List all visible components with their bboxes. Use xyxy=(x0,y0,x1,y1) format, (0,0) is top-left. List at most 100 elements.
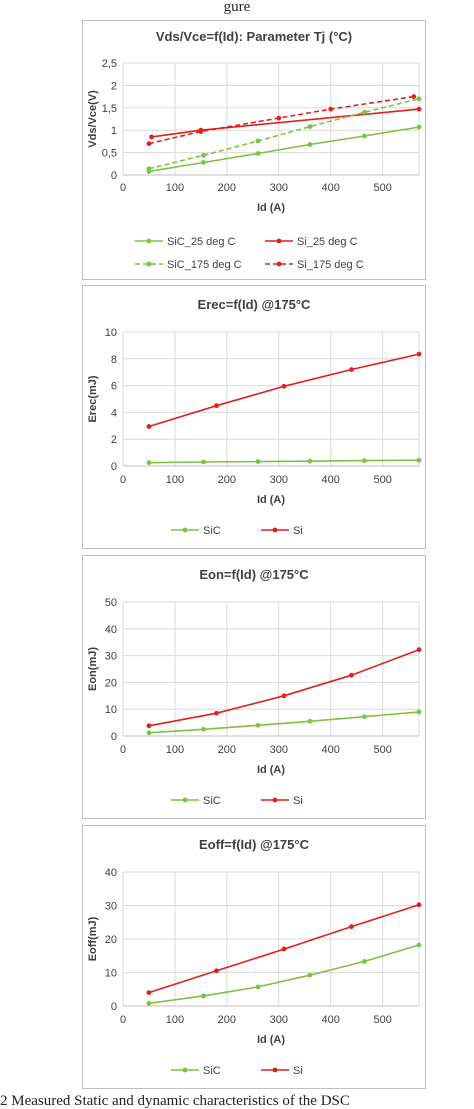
y-tick-label: 1,5 xyxy=(102,103,117,115)
data-point xyxy=(281,383,287,389)
data-point xyxy=(349,367,354,372)
x-tick-label: 200 xyxy=(218,744,236,756)
y-tick-label: 0,5 xyxy=(102,148,117,160)
data-point xyxy=(416,709,422,715)
chart-panel-eon: Eon=f(Id) @175°C 0 10 20 30 40 50 0 100 200 300 400… xyxy=(82,555,426,819)
figure-caption: 2 Measured Static and dynamic characteri… xyxy=(0,1093,350,1109)
y-tick-label: 30 xyxy=(105,901,117,913)
data-point xyxy=(281,946,287,952)
data-point xyxy=(149,134,154,140)
data-point xyxy=(255,984,261,990)
y-tick-label: 10 xyxy=(105,327,117,339)
data-point xyxy=(146,460,152,466)
y-tick-label: 10 xyxy=(105,704,117,716)
data-point xyxy=(276,115,282,121)
data-point xyxy=(201,160,206,165)
x-tick-label: 500 xyxy=(373,182,391,194)
y-tick-label: 10 xyxy=(105,968,117,980)
data-point xyxy=(362,133,367,139)
legend-marker xyxy=(276,238,282,244)
x-tick-label: 200 xyxy=(218,1014,236,1026)
x-axis-label: Id (A) xyxy=(257,764,285,776)
data-point xyxy=(349,924,354,930)
chart-panel-eoff: Eoff=f(Id) @175°C 0 10 20 30 40 0 100 200 300 400 5… xyxy=(82,825,426,1089)
data-point xyxy=(416,647,422,653)
legend-label: Si xyxy=(293,525,303,537)
data-point xyxy=(146,723,152,729)
x-axis-label: Id (A) xyxy=(257,1034,285,1046)
data-point xyxy=(416,942,422,948)
series-line xyxy=(148,648,420,727)
data-point xyxy=(198,129,204,134)
chart-title: Eoff=f(Id) @175°C xyxy=(199,837,310,852)
data-point xyxy=(201,993,206,999)
x-tick-label: 500 xyxy=(373,744,391,756)
data-point xyxy=(307,458,313,464)
chart-panel-vds: Vds/Vce=f(Id): Parameter Tj (°C) 0 0,5 1 1,5… xyxy=(82,20,426,280)
data-point xyxy=(362,458,367,464)
legend-label: SiC xyxy=(203,1065,221,1077)
x-tick-label: 300 xyxy=(270,182,288,194)
data-point xyxy=(416,902,422,908)
data-point xyxy=(146,166,152,172)
data-point xyxy=(411,94,417,99)
figure-top-caption: gure xyxy=(223,0,251,15)
x-tick-label: 200 xyxy=(218,474,236,486)
chart-title: Vds/Vce=f(Id): Parameter Tj (°C) xyxy=(156,29,352,44)
x-tick-label: 0 xyxy=(120,182,126,194)
data-point xyxy=(307,142,313,147)
series-line xyxy=(148,95,414,145)
y-tick-label: 30 xyxy=(105,651,117,663)
data-point xyxy=(146,990,152,995)
data-point xyxy=(214,710,219,716)
data-point xyxy=(307,124,313,130)
data-point xyxy=(328,106,334,112)
y-tick-label: 2 xyxy=(111,434,117,446)
legend-label: Si_175 deg C xyxy=(297,259,364,271)
y-tick-label: 50 xyxy=(105,597,117,609)
legend-marker xyxy=(182,797,188,803)
data-point xyxy=(201,152,206,158)
y-tick-label: 6 xyxy=(111,381,117,393)
legend-marker xyxy=(146,238,152,244)
x-tick-label: 400 xyxy=(322,182,340,194)
y-tick-label: 8 xyxy=(111,354,117,366)
x-tick-label: 0 xyxy=(120,744,126,756)
chart-panel-erec: Erec=f(Id) @175°C 0 2 4 6 8 10 0 100 200 300 400 500… xyxy=(82,285,426,549)
y-tick-label: 0 xyxy=(111,170,117,182)
y-axis-label: Vds/Vce(V) xyxy=(87,90,99,148)
data-point xyxy=(146,1000,152,1006)
legend-marker xyxy=(146,261,152,267)
legend-label: SiC_175 deg C xyxy=(167,259,242,271)
legend-marker xyxy=(182,527,188,533)
x-tick-label: 0 xyxy=(120,1014,126,1026)
legend-label: Si xyxy=(293,1065,303,1077)
series-line xyxy=(148,126,420,173)
y-tick-label: 0 xyxy=(111,731,117,743)
legend-label: SiC xyxy=(203,525,221,537)
legend-marker xyxy=(276,261,282,267)
legend-label: Si xyxy=(293,795,303,807)
chart-title: Erec=f(Id) @175°C xyxy=(198,297,311,312)
y-axis-label: Eoff(mJ) xyxy=(87,916,99,961)
series-line xyxy=(148,711,420,734)
data-point xyxy=(146,424,152,429)
x-tick-label: 100 xyxy=(166,474,184,486)
y-tick-label: 1 xyxy=(111,125,117,137)
data-point xyxy=(416,106,422,112)
legend-marker xyxy=(272,797,278,803)
x-tick-label: 400 xyxy=(322,1014,340,1026)
y-tick-label: 20 xyxy=(105,934,117,946)
data-point xyxy=(146,730,152,736)
x-tick-label: 500 xyxy=(373,1014,391,1026)
data-point xyxy=(255,151,261,156)
data-point xyxy=(146,141,152,147)
x-tick-label: 200 xyxy=(218,182,236,194)
x-tick-label: 400 xyxy=(322,744,340,756)
data-point xyxy=(362,109,367,115)
data-point xyxy=(416,124,422,130)
x-tick-label: 300 xyxy=(270,1014,288,1026)
legend-marker xyxy=(182,1067,188,1073)
data-point xyxy=(416,457,422,463)
